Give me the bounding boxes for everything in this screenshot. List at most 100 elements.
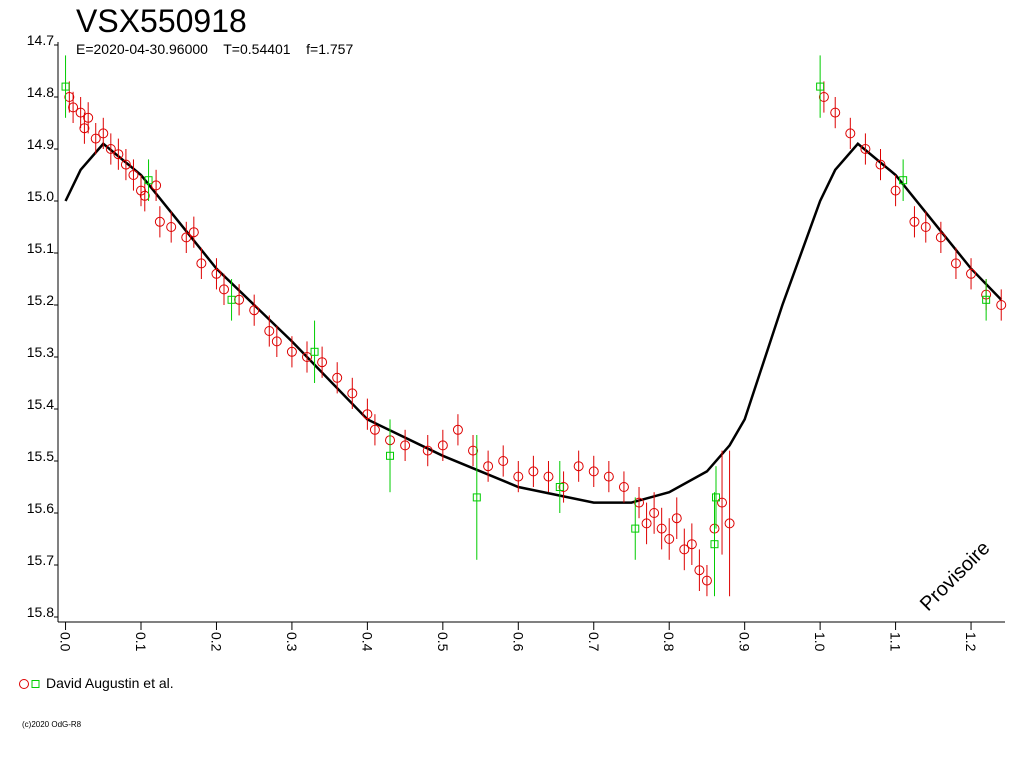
y-tick-label: 15.1 [27,240,54,256]
point [671,513,682,524]
model-curve [64,142,1003,504]
point [79,123,90,134]
point [113,149,124,160]
point [219,284,230,295]
point [513,471,524,482]
x-tick-label: 0.2 [208,632,224,652]
y-tick-label: 15.5 [27,448,54,464]
chart-title: VSX550918 [76,3,247,39]
y-tick-label: 14.7 [27,32,54,48]
point [603,471,614,482]
point [498,456,509,466]
point [249,305,260,316]
y-tick-label: 15.8 [27,604,54,620]
point [830,107,841,118]
point [634,497,645,508]
point [875,159,886,170]
point [188,227,199,238]
point [75,107,86,118]
point [437,440,448,451]
y-tick-label: 15.3 [27,344,54,360]
x-tick-label: 0.4 [359,632,375,652]
point [641,518,652,529]
point [701,575,712,586]
point [631,524,640,533]
point [966,268,977,279]
y-tick-label: 15.2 [27,292,54,308]
point [83,112,94,123]
point [588,466,599,477]
point [679,544,690,555]
y-tick-label: 15.4 [27,396,54,412]
point [890,185,901,196]
point [68,102,79,113]
point [166,222,177,232]
x-tick-label: 1.1 [888,632,904,652]
point [154,216,165,227]
point [302,352,313,362]
y-tick-label: 14.9 [27,136,54,152]
point [196,258,207,269]
point [61,82,70,91]
point [211,268,222,279]
y-tick-label: 15.7 [27,552,54,568]
point [717,497,728,508]
y-tick-label: 15.0 [27,188,54,204]
x-tick-label: 0.9 [737,632,753,652]
point [543,471,554,482]
y-tick-label: 14.8 [27,84,54,100]
point [711,493,720,502]
point [128,170,139,180]
legend-marker [31,680,40,688]
point [468,445,479,456]
point [950,258,961,269]
point [982,295,991,304]
point [369,424,380,435]
x-tick-label: 0.6 [510,632,526,652]
point [90,133,101,144]
point [317,357,328,368]
point [271,336,282,347]
point [64,92,75,102]
point [362,409,373,420]
point [724,518,735,529]
point [400,440,411,451]
annotation: Provisoire [916,537,994,615]
point [935,232,946,243]
x-tick-label: 0.1 [133,632,149,652]
point [649,508,660,518]
point [386,451,395,460]
chart-subtitle: E=2020-04-30.96000 T=0.54401 f=1.757 [76,41,353,57]
footer: (c)2020 OdG-R8 [22,720,82,729]
point [618,482,629,492]
x-tick-label: 1.2 [963,632,979,652]
point [347,388,358,399]
point [151,180,162,191]
x-tick-label: 0.8 [661,632,677,652]
point [483,461,494,472]
legend-label: David Augustin et al. [46,675,174,691]
legend-marker [19,679,29,689]
point [860,144,871,154]
point [181,232,192,243]
point [573,461,584,472]
point [558,482,569,492]
y-tick-label: 15.6 [27,500,54,516]
x-tick-label: 0.7 [586,632,602,652]
point [332,372,343,383]
point [528,466,539,477]
point [105,144,116,154]
x-tick-label: 1.0 [812,632,828,652]
point [694,565,705,576]
point [144,176,153,185]
x-tick-label: 0.0 [58,632,74,652]
point [686,539,697,550]
point [98,128,109,139]
point [664,534,675,544]
point [909,216,920,227]
point [899,176,908,185]
point [472,493,481,502]
point [310,347,319,356]
point [845,128,856,139]
